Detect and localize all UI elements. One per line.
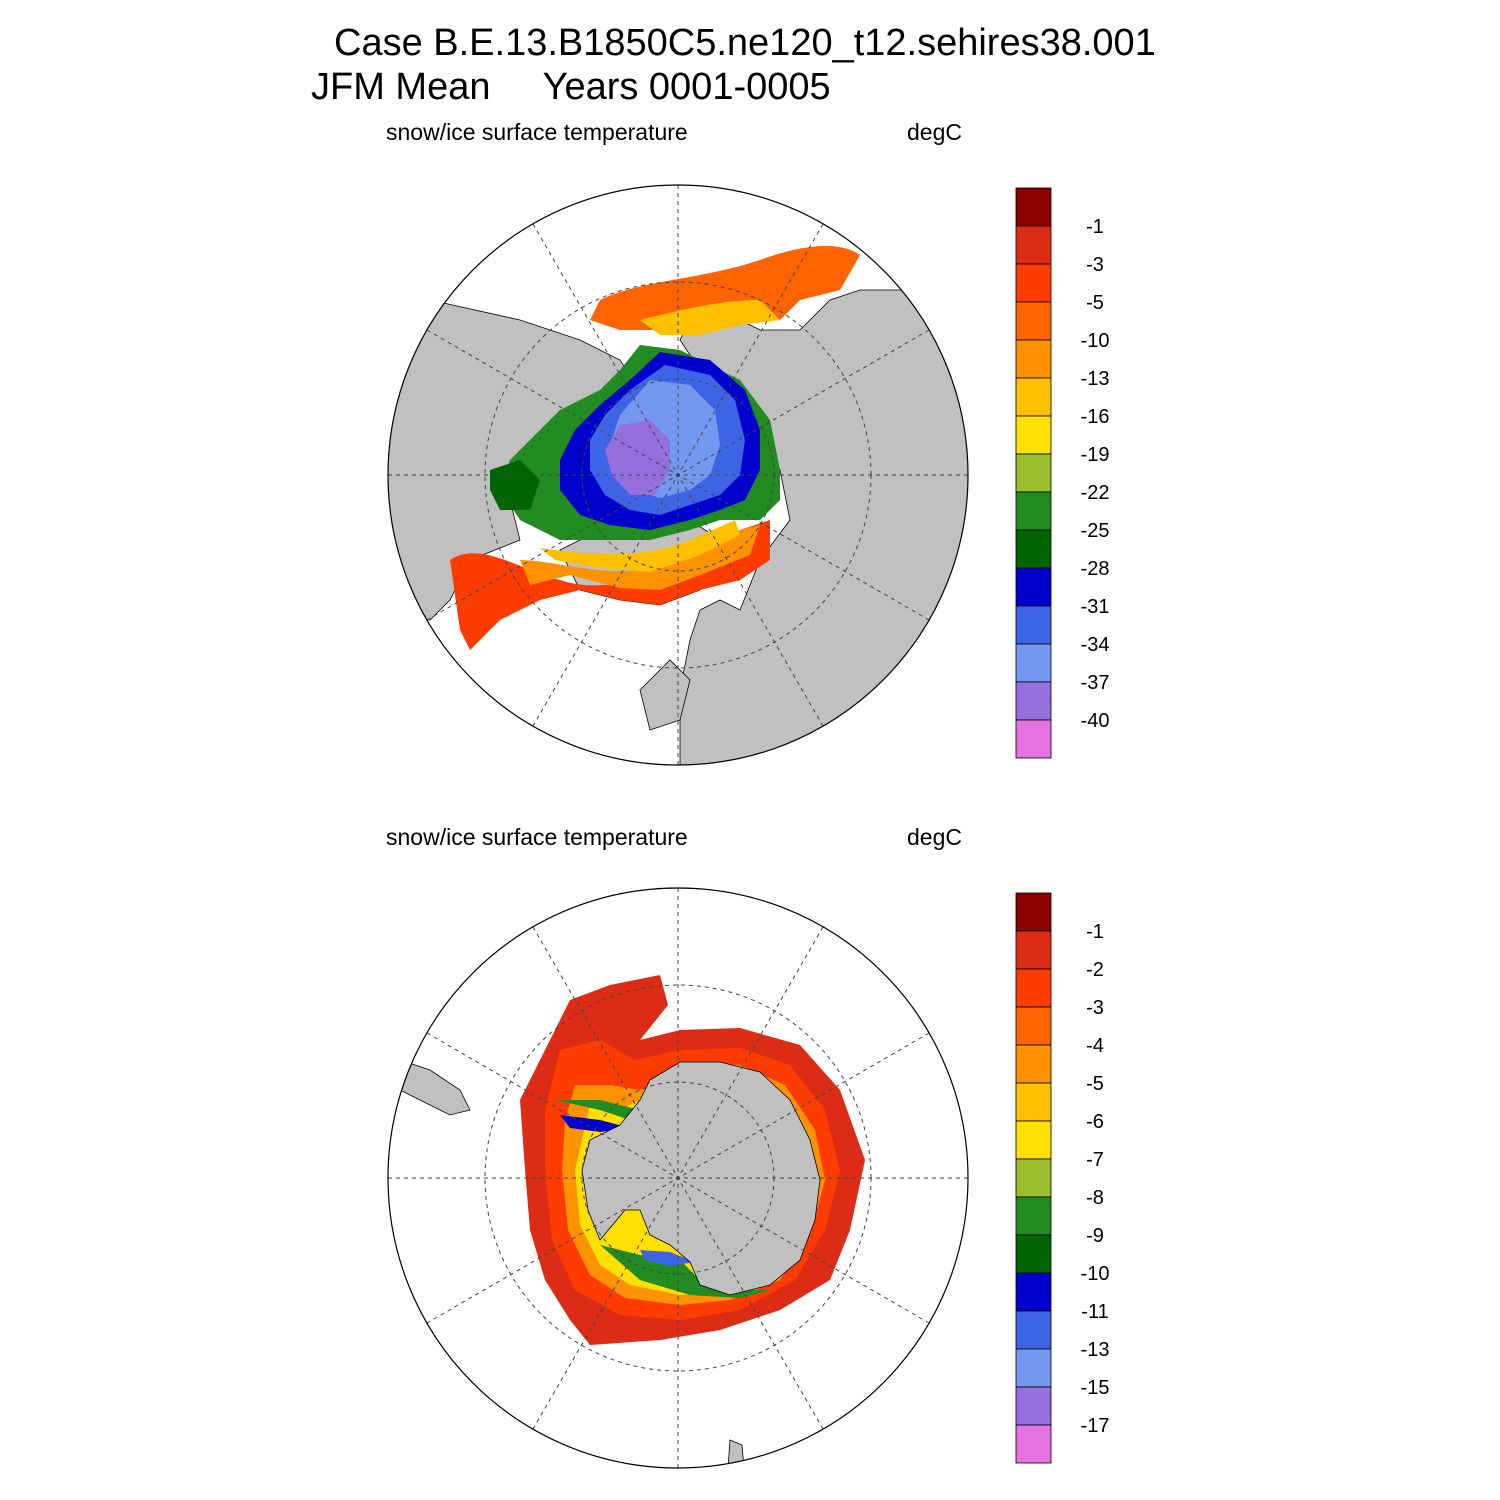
colorbar-tick-label: -3 — [1086, 254, 1104, 276]
south-land-south-america — [399, 1059, 471, 1116]
colorbar-tick-label: -15 — [1081, 1377, 1110, 1399]
north-ice-band-orange — [520, 525, 760, 590]
north-ice-band-yellow — [540, 520, 740, 572]
south-map-border — [387, 887, 969, 1469]
colorbar-swatch — [1015, 605, 1052, 645]
colorbar-swatch — [1015, 491, 1052, 531]
colorbar-swatch — [1015, 1044, 1052, 1084]
colorbar-tick-label: -13 — [1081, 1339, 1110, 1361]
colorbar-swatch — [1015, 529, 1052, 569]
colorbar-swatch — [1015, 892, 1052, 932]
colorbar-tick-label: -8 — [1086, 1187, 1104, 1209]
colorbar-swatch — [1015, 681, 1052, 721]
colorbar-swatch — [1015, 1082, 1052, 1122]
colorbar-swatch — [1015, 1158, 1052, 1198]
colorbar-swatch — [1015, 719, 1052, 759]
figure-title-case: Case B.E.13.B1850C5.ne120_t12.sehires38.… — [334, 22, 1156, 64]
colorbar-tick-label: -34 — [1081, 634, 1110, 656]
south-ice-ross-blue — [640, 1250, 695, 1266]
colorbar-swatch — [1015, 1424, 1052, 1464]
colorbar-tick-label: -11 — [1081, 1301, 1108, 1323]
colorbar-tick-label: -7 — [1086, 1149, 1104, 1171]
colorbar-swatch — [1015, 1272, 1052, 1312]
colorbar-swatch — [1015, 415, 1052, 455]
colorbar-tick-label: -17 — [1081, 1415, 1110, 1437]
colorbar-tick-label: -5 — [1086, 1073, 1104, 1095]
figure-title-period: JFM Mean Years 0001-0005 — [311, 66, 831, 108]
north-map-border — [387, 184, 969, 766]
south-ice-ring-green — [555, 1100, 770, 1298]
colorbar-swatch — [1015, 1120, 1052, 1160]
colorbar-tick-label: -19 — [1081, 444, 1110, 466]
north-panel-variable-label: snow/ice surface temperature — [386, 119, 688, 145]
colorbar-swatch — [1015, 1310, 1052, 1350]
colorbar-tick-label: -5 — [1086, 292, 1104, 314]
colorbar-swatch — [1015, 187, 1052, 227]
colorbar-swatch — [1015, 377, 1052, 417]
colorbar-tick-label: -37 — [1081, 672, 1110, 694]
colorbar-swatch — [1015, 1348, 1052, 1388]
colorbar-swatch — [1015, 930, 1052, 970]
colorbar-swatch — [1015, 1006, 1052, 1046]
north-ice-band-pacific-yellow — [640, 300, 780, 335]
colorbar-tick-label: -2 — [1086, 959, 1104, 981]
colorbar-tick-label: -28 — [1081, 558, 1110, 580]
north-panel-units-label: degC — [907, 119, 962, 145]
colorbar-swatch — [1015, 301, 1052, 341]
north-ice-band-purple — [605, 420, 670, 495]
colorbar-swatch — [1015, 968, 1052, 1008]
colorbar-swatch — [1015, 567, 1052, 607]
colorbar-tick-label: -13 — [1081, 368, 1110, 390]
north-ice-band-dark-green — [490, 460, 540, 510]
colorbar-tick-label: -9 — [1086, 1225, 1104, 1247]
colorbar-swatch — [1015, 1386, 1052, 1426]
north-colorbar: -1 -3 -5 -10 -13 -16 -19 -22 -25 -28 -31 -34 -37 -40 — [1015, 187, 1110, 759]
colorbar-tick-label: -6 — [1086, 1111, 1104, 1133]
colorbar-swatch — [1015, 225, 1052, 265]
colorbar-swatch — [1015, 1196, 1052, 1236]
colorbar-tick-label: -16 — [1081, 406, 1110, 428]
colorbar-tick-label: -4 — [1086, 1035, 1104, 1057]
north-land-europe — [639, 659, 691, 731]
colorbar-swatch — [1015, 643, 1052, 683]
south-panel-units-label: degC — [907, 824, 962, 850]
colorbar-tick-label: -22 — [1081, 482, 1110, 504]
north-polar-map — [387, 184, 969, 766]
north-ice-band-pacific-warm — [590, 245, 860, 330]
colorbar-tick-label: -40 — [1081, 710, 1110, 732]
south-colorbar: -1 -2 -3 -4 -5 -6 -7 -8 -9 -10 -11 -13 -15 -17 — [1015, 892, 1110, 1464]
south-ice-weddell-blue — [560, 1115, 630, 1132]
colorbar-tick-label: -3 — [1086, 997, 1104, 1019]
south-graticule — [388, 888, 968, 1468]
colorbar-swatch — [1015, 453, 1052, 493]
south-panel-variable-label: snow/ice surface temperature — [386, 824, 688, 850]
north-graticule — [388, 185, 968, 765]
colorbar-swatch — [1015, 339, 1052, 379]
colorbar-tick-label: -31 — [1081, 596, 1110, 618]
colorbar-tick-label: -10 — [1081, 1263, 1110, 1285]
colorbar-swatch — [1015, 263, 1052, 303]
colorbar-swatch — [1015, 1234, 1052, 1274]
colorbar-tick-label: -1 — [1086, 921, 1104, 943]
colorbar-tick-label: -1 — [1086, 216, 1104, 238]
colorbar-tick-label: -25 — [1081, 520, 1110, 542]
colorbar-tick-label: -10 — [1081, 330, 1110, 352]
south-polar-map — [387, 887, 969, 1469]
